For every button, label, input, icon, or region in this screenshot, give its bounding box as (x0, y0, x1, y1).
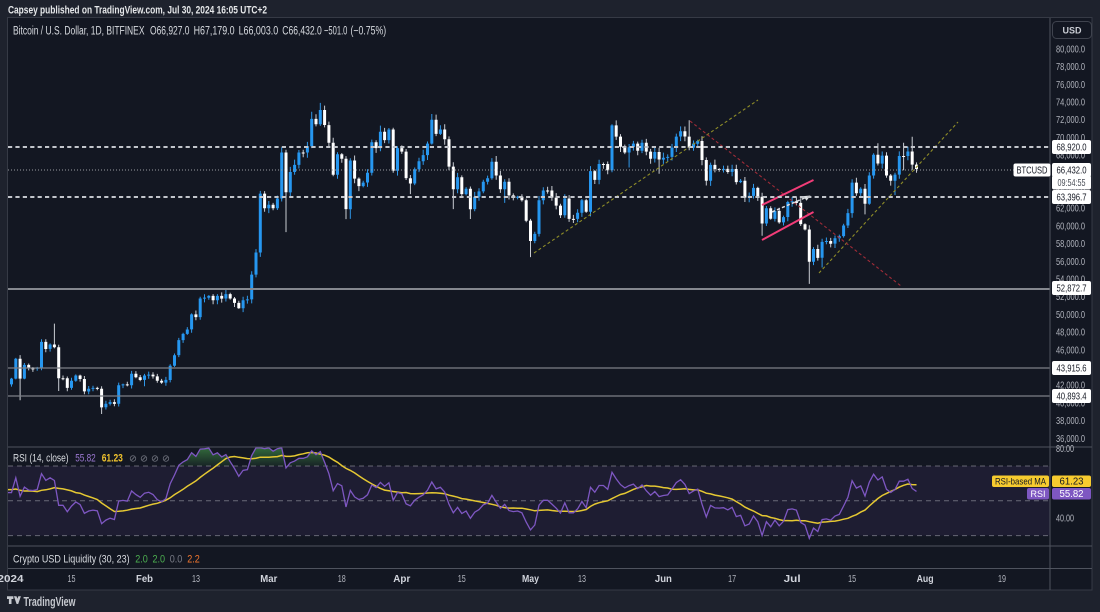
svg-text:O66,927.0: O66,927.0 (150, 26, 190, 38)
svg-text:50,000.0: 50,000.0 (1056, 309, 1085, 321)
svg-text:60,000.0: 60,000.0 (1056, 220, 1085, 232)
svg-text:2.0: 2.0 (135, 554, 148, 566)
svg-text:63,396.7: 63,396.7 (1057, 192, 1087, 204)
svg-text:46,000.0: 46,000.0 (1056, 344, 1085, 356)
svg-text:09:54:55: 09:54:55 (1058, 177, 1086, 189)
svg-text:2.2: 2.2 (187, 554, 200, 566)
svg-text:Apr: Apr (393, 574, 410, 585)
svg-text:⊘: ⊘ (129, 454, 137, 465)
svg-text:C66,432.0: C66,432.0 (282, 26, 322, 38)
svg-text:Mar: Mar (260, 574, 277, 585)
svg-text:15: 15 (68, 574, 76, 585)
svg-text:42,000.0: 42,000.0 (1056, 380, 1085, 392)
svg-text:74,000.0: 74,000.0 (1056, 97, 1085, 109)
svg-text:H67,179.0: H67,179.0 (194, 26, 235, 38)
svg-text:13: 13 (192, 574, 200, 585)
svg-text:61.23: 61.23 (102, 453, 123, 465)
svg-text:BTCUSD: BTCUSD (1017, 166, 1048, 177)
svg-text:Feb: Feb (136, 574, 153, 585)
svg-text:RSI-based MA: RSI-based MA (995, 477, 1047, 488)
svg-text:⊘: ⊘ (140, 454, 148, 465)
svg-text:−501.0: −501.0 (324, 26, 347, 38)
svg-text:55.82: 55.82 (75, 453, 96, 465)
svg-text:43,915.6: 43,915.6 (1057, 363, 1087, 375)
svg-text:⊘: ⊘ (151, 454, 159, 465)
svg-text:17: 17 (728, 574, 736, 585)
svg-text:19: 19 (998, 574, 1006, 585)
svg-text:76,000.0: 76,000.0 (1056, 79, 1085, 91)
svg-text:Aug: Aug (917, 574, 934, 585)
svg-text:36,000.0: 36,000.0 (1056, 433, 1085, 445)
svg-text:61.23: 61.23 (1060, 477, 1084, 488)
svg-text:40,893.4: 40,893.4 (1057, 391, 1087, 403)
svg-text:0.0: 0.0 (170, 554, 183, 566)
svg-text:78,000.0: 78,000.0 (1056, 61, 1085, 73)
svg-text:May: May (522, 574, 539, 585)
svg-text:56,000.0: 56,000.0 (1056, 256, 1085, 268)
svg-text:2.0: 2.0 (153, 554, 166, 566)
svg-text:13: 13 (578, 574, 586, 585)
svg-text:48,000.0: 48,000.0 (1056, 327, 1085, 339)
svg-text:L66,003.0: L66,003.0 (239, 26, 279, 38)
svg-text:66,432.0: 66,432.0 (1057, 165, 1087, 177)
svg-text:80,000.0: 80,000.0 (1056, 43, 1085, 55)
svg-text:38,000.0: 38,000.0 (1056, 415, 1085, 427)
svg-text:⊘: ⊘ (162, 454, 170, 465)
svg-text:RSI (14, close): RSI (14, close) (13, 453, 69, 465)
svg-text:52,872.7: 52,872.7 (1057, 283, 1087, 295)
svg-text:72,000.0: 72,000.0 (1056, 114, 1085, 126)
svg-text:(−0.75%): (−0.75%) (351, 26, 387, 38)
svg-text:18: 18 (338, 574, 346, 585)
svg-text:62,000.0: 62,000.0 (1056, 203, 1085, 215)
svg-text:80.00: 80.00 (1056, 443, 1074, 455)
svg-text:Capsey published on TradingVie: Capsey published on TradingView.com, Jul… (8, 5, 267, 17)
svg-text:Jun: Jun (655, 574, 672, 585)
svg-text:68,920.0: 68,920.0 (1057, 142, 1087, 154)
svg-text:Crypto USD Liquidity (30, 23): Crypto USD Liquidity (30, 23) (13, 554, 130, 566)
svg-text:15: 15 (848, 574, 856, 585)
svg-text:58,000.0: 58,000.0 (1056, 238, 1085, 250)
svg-text:2024: 2024 (0, 574, 24, 585)
svg-text:40.00: 40.00 (1056, 513, 1074, 525)
svg-text:TradingView: TradingView (24, 594, 77, 609)
svg-text:Jul: Jul (784, 574, 801, 585)
svg-text:Bitcoin / U.S. Dollar, 1D, BIT: Bitcoin / U.S. Dollar, 1D, BITFINEX (13, 26, 145, 38)
svg-text:55.82: 55.82 (1060, 489, 1084, 500)
svg-text:RSI: RSI (1031, 489, 1046, 500)
svg-text:USD: USD (1063, 26, 1082, 37)
svg-text:15: 15 (458, 574, 466, 585)
